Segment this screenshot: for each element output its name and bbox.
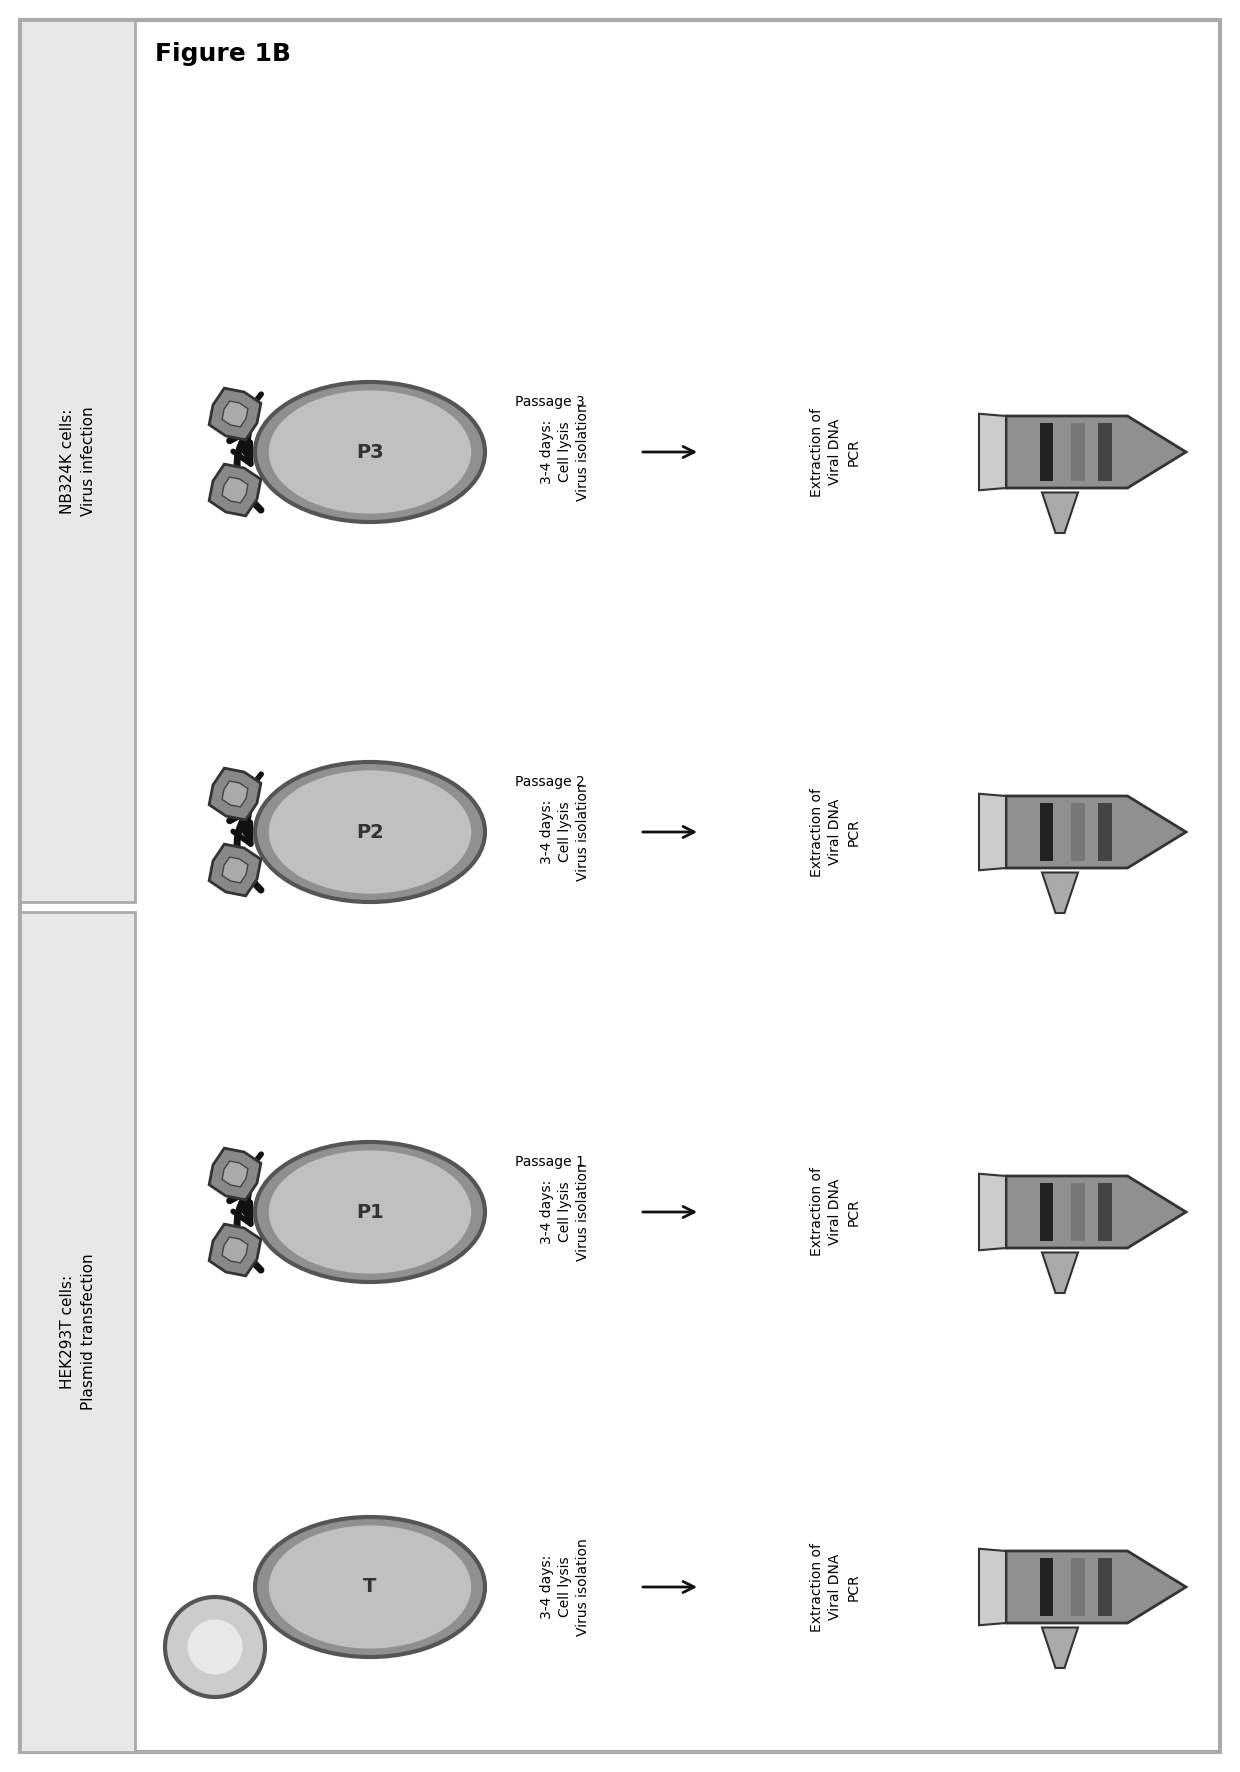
Polygon shape [210, 767, 260, 820]
Text: P3: P3 [356, 443, 384, 461]
Text: P1: P1 [356, 1203, 384, 1221]
Text: Passage 3: Passage 3 [515, 395, 585, 409]
Bar [1040, 424, 1053, 482]
Bar [1099, 1558, 1112, 1616]
FancyBboxPatch shape [20, 913, 135, 1753]
Bar [1099, 424, 1112, 482]
Bar [1071, 424, 1085, 482]
Polygon shape [1006, 1550, 1185, 1623]
Ellipse shape [269, 1526, 471, 1648]
Bar [1099, 803, 1112, 861]
Polygon shape [222, 1237, 248, 1263]
Bar [1040, 803, 1053, 861]
Ellipse shape [269, 1150, 471, 1274]
Bar [1099, 1182, 1112, 1240]
Ellipse shape [269, 771, 471, 893]
Polygon shape [1042, 1253, 1078, 1294]
FancyBboxPatch shape [20, 19, 135, 902]
Text: P2: P2 [356, 822, 384, 842]
Bar [1040, 1182, 1053, 1240]
Polygon shape [222, 781, 248, 806]
Polygon shape [222, 858, 248, 882]
Bar [1071, 1182, 1085, 1240]
Text: 3-4 days:
Cell lysis
Virus isolation: 3-4 days: Cell lysis Virus isolation [539, 783, 590, 881]
Polygon shape [980, 413, 1006, 491]
Text: Extraction of
Viral DNA
PCR: Extraction of Viral DNA PCR [810, 1542, 861, 1632]
Polygon shape [210, 388, 260, 439]
Text: 3-4 days:
Cell lysis
Virus isolation: 3-4 days: Cell lysis Virus isolation [539, 1538, 590, 1636]
Polygon shape [1042, 872, 1078, 913]
Ellipse shape [269, 390, 471, 514]
Polygon shape [1042, 1627, 1078, 1667]
Bar [1071, 803, 1085, 861]
Text: Figure 1B: Figure 1B [155, 43, 291, 66]
Polygon shape [210, 464, 260, 516]
Polygon shape [210, 1224, 260, 1276]
Text: Extraction of
Viral DNA
PCR: Extraction of Viral DNA PCR [810, 787, 861, 877]
Text: HEK293T cells:
Plasmid transfection: HEK293T cells: Plasmid transfection [60, 1253, 95, 1411]
Text: Extraction of
Viral DNA
PCR: Extraction of Viral DNA PCR [810, 408, 861, 496]
Polygon shape [222, 477, 248, 503]
Circle shape [165, 1597, 265, 1698]
Polygon shape [980, 1173, 1006, 1251]
Bar [1071, 1558, 1085, 1616]
Text: Extraction of
Viral DNA
PCR: Extraction of Viral DNA PCR [810, 1168, 861, 1256]
Text: 3-4 days:
Cell lysis
Virus isolation: 3-4 days: Cell lysis Virus isolation [539, 402, 590, 501]
Text: 3-4 days:
Cell lysis
Virus isolation: 3-4 days: Cell lysis Virus isolation [539, 1162, 590, 1262]
Polygon shape [1006, 796, 1185, 868]
Ellipse shape [255, 1517, 485, 1657]
Polygon shape [980, 794, 1006, 870]
FancyBboxPatch shape [20, 19, 1220, 1753]
Polygon shape [1006, 416, 1185, 487]
Text: Passage 1: Passage 1 [515, 1155, 585, 1170]
Polygon shape [222, 400, 248, 427]
Polygon shape [980, 1549, 1006, 1625]
Ellipse shape [255, 383, 485, 523]
Polygon shape [210, 843, 260, 897]
Polygon shape [210, 1148, 260, 1200]
Text: T: T [363, 1577, 377, 1597]
Bar [1040, 1558, 1053, 1616]
Polygon shape [1042, 493, 1078, 533]
Text: NB324K cells:
Virus infection: NB324K cells: Virus infection [60, 406, 95, 516]
Text: Passage 2: Passage 2 [515, 774, 585, 789]
Polygon shape [222, 1161, 248, 1187]
Circle shape [187, 1620, 243, 1675]
Ellipse shape [255, 1141, 485, 1281]
Polygon shape [1006, 1177, 1185, 1247]
Ellipse shape [255, 762, 485, 902]
